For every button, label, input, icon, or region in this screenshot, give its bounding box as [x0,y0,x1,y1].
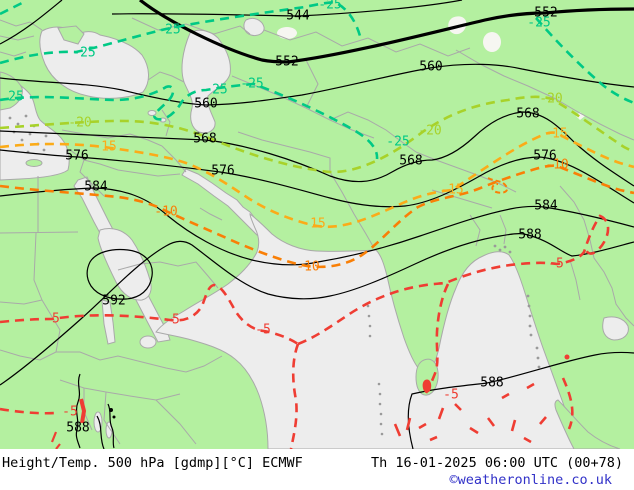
temp-contour-minus15 [0,131,634,229]
contour-592-loop [86,248,153,300]
temp-contour-label: -20 [539,92,562,107]
temp-contour-label: -25 [318,0,341,13]
cyprus [25,159,43,167]
temp-contour-label: -10 [545,158,568,173]
height-contour-label: 588 [66,421,89,436]
nile-valley [97,227,152,301]
contour-552-thick [139,0,634,64]
temp-contour-minus10 [0,164,634,269]
crimea [57,25,85,45]
gulf-of-thailand [602,316,629,341]
islands-layer [0,25,621,449]
lake-van [147,110,157,116]
temp-contour-label: -15 [440,183,463,198]
temp-contour-label: -5 [255,323,271,338]
weather-map: 544 552 552 560 560 568 568 568 576 576 576 584 584 5… [0,0,634,449]
valid-time: Th 16-01-2025 06:00 UTC (00+78) [371,455,623,471]
temp-contour-minus20 [0,95,634,174]
temp-contour-label: -25 [527,16,550,31]
height-contours [0,0,634,449]
height-contour-label: 568 [399,154,422,169]
temp-contour-label: -5 [443,388,459,403]
aral-sea [243,17,265,36]
height-contour-label: 560 [194,97,217,112]
temp-contour-label: -5 [62,405,78,420]
lake-tana [139,335,157,349]
temp-contour-label: -20 [418,124,441,139]
height-contour-label: 544 [286,9,310,24]
contour-568 [0,111,634,187]
height-contour-label: 588 [480,376,503,391]
temp-contour-label: -10 [154,205,177,220]
contour-588 [0,233,634,386]
height-contour-label: 576 [533,149,556,164]
status-bar: Height/Temp. 500 hPa [gdmp][°C] ECMWF Th… [0,449,634,490]
contour-576 [0,149,634,208]
height-contour-label: 588 [518,228,541,243]
island-dots [8,114,541,436]
temp-contour-minus5 [0,214,610,449]
temp-minus5-fragments [393,382,547,444]
height-contour-label: 576 [211,164,234,179]
contour-560 [0,63,634,106]
height-contour-label: 560 [419,60,442,75]
temp-contour-label: -25 [386,135,409,150]
contour-544 [111,0,463,17]
temp-minus5-spots [422,354,570,393]
height-contour-label: 584 [84,180,108,195]
temp-contour-label: 25 [8,90,24,105]
height-contour-label: 552 [534,6,557,21]
temp-contour-minus25 [0,0,634,160]
temp-contour-label: -15 [302,217,325,232]
height-contour-marks [109,408,116,419]
weather-map-canvas: 544 552 552 560 560 568 568 568 576 576 576 584 584 5… [0,0,634,449]
temp-contour-label: -25 [240,77,263,92]
contour-544 [0,0,63,45]
temp-contour-label: -15 [93,140,116,155]
height-contour-label: 568 [516,107,539,122]
map-title: Height/Temp. 500 hPa [gdmp][°C] ECMWF [2,455,303,471]
sumatra [554,399,621,449]
height-contour-label: 584 [534,199,558,214]
borders-layer [0,17,634,445]
temp-contour-label: -25 [204,83,227,98]
contour-588 [407,351,634,449]
contour-588-rift [75,373,81,449]
contour-584 [0,187,634,266]
height-contour-label: 552 [275,55,298,70]
temperature-contours [0,0,634,449]
temp-contour-label: -5 [44,312,60,327]
temp-contour-label: -5 [548,257,564,272]
height-contour-label: 568 [193,132,216,147]
height-contour-label: 576 [65,149,88,164]
temp-contour-label: -20 [68,116,91,131]
copyright: ©weatheronline.co.uk [449,472,612,488]
temp-contour-label: -15 [544,127,567,142]
temp-contour-label: -10 [296,260,319,275]
height-contour-label: 592 [102,294,125,309]
sea-layer [0,17,629,449]
contour-labels: 544 552 552 560 560 568 568 568 576 576 576 584 584 5… [8,0,569,436]
temp-contour-label: -25 [72,46,95,61]
temp-contour-label: -5 [164,313,180,328]
white-nile [101,299,116,345]
temp-contour-label: -25 [157,23,180,38]
